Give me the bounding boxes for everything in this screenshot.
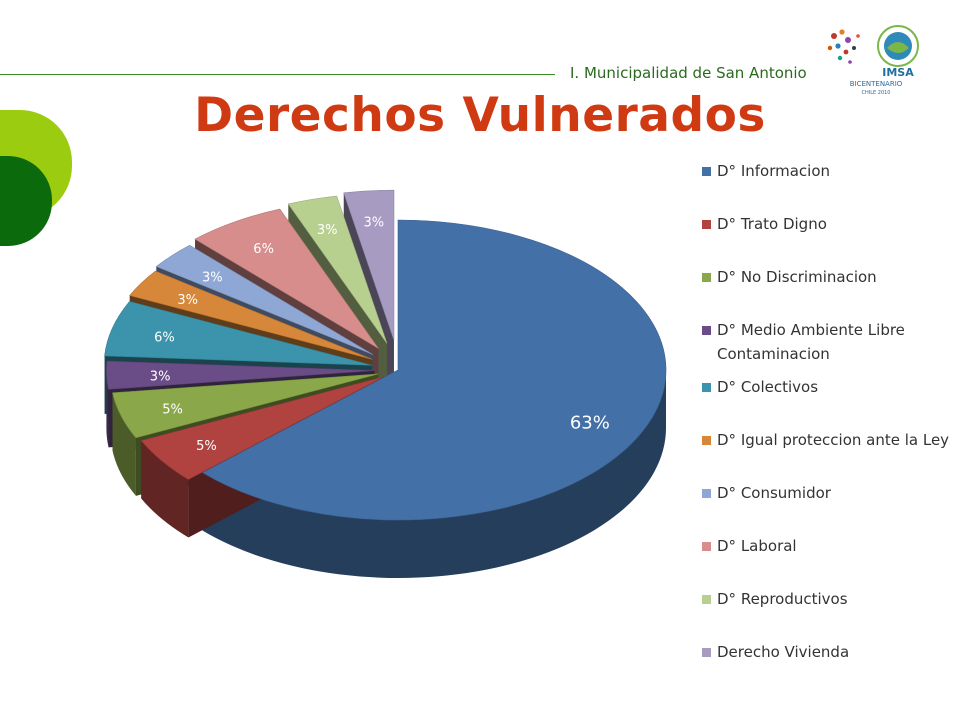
legend-swatch xyxy=(702,326,711,335)
legend-label: D° No Discriminacion xyxy=(717,268,877,286)
data-label-6: 3% xyxy=(177,293,198,308)
pie-slice-7 xyxy=(155,244,374,355)
legend-item: D° Colectivos xyxy=(700,375,958,399)
legend-swatch xyxy=(702,595,711,604)
legend-swatch xyxy=(702,542,711,551)
data-label-5: 6% xyxy=(154,330,175,345)
legend-swatch xyxy=(702,220,711,229)
logo-text: IMSA xyxy=(882,66,914,79)
legend-swatch xyxy=(702,273,711,282)
slide-title: Derechos Vulnerados xyxy=(194,88,766,143)
legend-swatch xyxy=(702,648,711,657)
legend-swatch xyxy=(702,167,711,176)
pie-slice-8 xyxy=(194,208,379,349)
pie-slice-1 xyxy=(202,219,667,521)
legend-label: D° Colectivos xyxy=(717,378,819,396)
logo-subtext-2: CHILE 2010 xyxy=(862,90,891,96)
seal-icon xyxy=(877,25,919,67)
data-label-8: 6% xyxy=(253,242,274,257)
data-label-1: 63% xyxy=(570,412,610,433)
legend-label: D° Igual proteccion ante la Ley xyxy=(717,431,950,449)
legend-item: D° Igual proteccion ante la Ley xyxy=(700,428,958,452)
legend-item: D° Informacion xyxy=(700,159,958,183)
data-label-2: 5% xyxy=(196,439,217,454)
municipal-logo: IMSA BICENTENARIO CHILE 2010 xyxy=(827,25,919,96)
pie-top-layer xyxy=(104,189,667,521)
data-label-9: 3% xyxy=(317,223,338,238)
pie-slice-3 xyxy=(112,373,379,439)
header-rule xyxy=(0,74,555,75)
organization-name: I. Municipalidad de San Antonio xyxy=(570,64,807,82)
pie-slice-5 xyxy=(104,301,373,366)
data-label-7: 3% xyxy=(202,270,223,285)
legend-item: D° Consumidor xyxy=(700,481,958,505)
legend-label: D° Consumidor xyxy=(717,484,831,502)
data-label-4: 3% xyxy=(150,369,171,384)
legend-swatch xyxy=(702,489,711,498)
legend-label: D° Informacion xyxy=(717,162,831,180)
legend-item: Derecho Vivienda xyxy=(700,640,958,664)
legend-label: D° Trato Digno xyxy=(717,215,827,233)
data-label-3: 5% xyxy=(162,402,183,417)
legend-item: D° Reproductivos xyxy=(700,587,958,611)
legend-swatch xyxy=(702,383,711,392)
pie-slice-6 xyxy=(129,270,373,360)
legend-label: Derecho Vivienda xyxy=(717,643,850,661)
pie-slice-10 xyxy=(343,189,395,341)
legend-item: D° Medio Ambiente Libre Contaminacion xyxy=(700,318,958,366)
logo-subtext: BICENTENARIO xyxy=(850,80,903,88)
data-label-10: 3% xyxy=(363,216,384,231)
pie-slice-9 xyxy=(287,195,388,344)
pie-chart: 63% 5% 5% 3% 6% 3% 3% 6% 3% 3% xyxy=(104,189,667,578)
legend-item: D° Laboral xyxy=(700,534,958,558)
legend-item: D° Trato Digno xyxy=(700,212,958,236)
pie-slice-2 xyxy=(140,376,384,480)
legend-label: D° Laboral xyxy=(717,537,797,555)
legend-label: D° Reproductivos xyxy=(717,590,848,608)
legend-item: D° No Discriminacion xyxy=(700,265,958,289)
pie-slice-4 xyxy=(106,360,375,390)
legend-swatch xyxy=(702,436,711,445)
pie-label-layer: 63% 5% 5% 3% 6% 3% 3% 6% 3% 3% xyxy=(150,216,610,454)
star-cluster-icon xyxy=(827,29,860,64)
legend-label: D° Medio Ambiente Libre Contaminacion xyxy=(717,321,905,363)
